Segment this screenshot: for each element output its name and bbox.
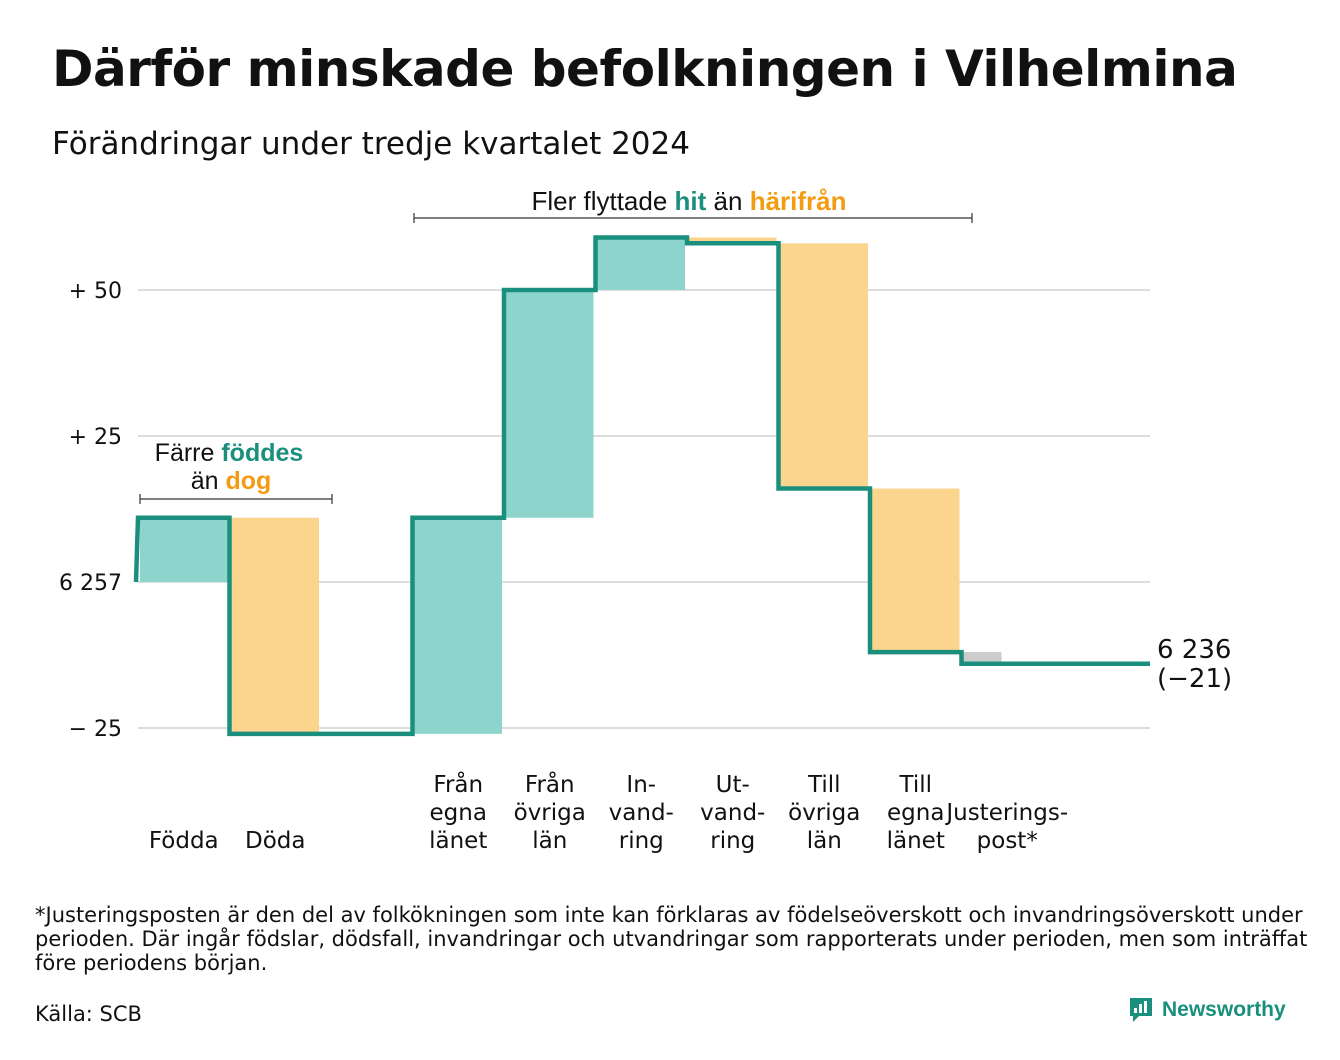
x-tick-label: ring: [710, 828, 755, 854]
x-tick-label: Födda: [149, 828, 219, 854]
x-tick-label: länet: [887, 828, 945, 854]
x-tick-label: Från: [433, 770, 483, 798]
x-tick-label: Ut-: [716, 772, 750, 798]
x-tick-label: vand-: [700, 800, 765, 826]
brand-logo[interactable]: Newsworthy: [1128, 996, 1286, 1024]
migration-annotation: Fler flyttade hit än härifrån: [531, 186, 846, 216]
footnote: *Justeringsposten är den del av folkökni…: [35, 903, 1308, 975]
bar-Ut- vand- ring: [689, 237, 777, 244]
cumulative-step-line: [133, 235, 1150, 737]
x-tick-label: ring: [619, 828, 664, 854]
x-tick-label: Justerings-: [944, 800, 1068, 826]
x-tick-label: In-: [626, 772, 656, 798]
birth-annotation-line1: Färre föddes: [155, 439, 304, 467]
bar-Från övriga län: [506, 290, 594, 518]
x-tick-label: övriga: [788, 800, 860, 826]
x-tick-label: egna: [887, 800, 944, 826]
bar-Till egna länet: [872, 488, 960, 653]
end-value-label: (−21): [1157, 664, 1232, 694]
y-tick-label: + 50: [69, 279, 122, 304]
bar-In- vand- ring: [597, 237, 685, 290]
x-tick-label: vand-: [609, 800, 674, 826]
bar-Justerings- post*: [963, 652, 1002, 664]
step-line: [133, 235, 1150, 737]
chart-title: Därför minskade befolkningen i Vilhelmin…: [52, 40, 1238, 98]
x-tick-label: Till: [807, 772, 841, 798]
bars: [140, 237, 1002, 734]
y-tick-label: 6 257: [59, 571, 122, 596]
bar-Döda: [231, 517, 319, 734]
birth-annotation-line2: än dog: [191, 467, 272, 495]
source-label: Källa: SCB: [35, 1002, 142, 1026]
x-tick-label: Till: [898, 772, 932, 798]
end-label: 6 236(−21): [1157, 635, 1232, 694]
x-tick-label: post*: [977, 828, 1038, 854]
bar-Till övriga län: [780, 243, 868, 489]
newsworthy-icon: [1130, 998, 1152, 1022]
x-tick-label: Döda: [245, 828, 305, 854]
y-tick-label: − 25: [69, 717, 122, 742]
x-axis-labels: Födda DödaFrånegnalänetFrånövrigalänIn-va…: [149, 770, 1068, 854]
y-tick-label: + 25: [69, 425, 122, 450]
end-value-label: 6 236: [1157, 635, 1231, 665]
x-tick-label: länet: [429, 828, 487, 854]
x-tick-label: län: [807, 828, 842, 854]
waterfall-chart: + 50+ 256 257− 25 Födda DödaFrånegnalänet…: [59, 186, 1232, 854]
bar-Födda: [140, 517, 228, 582]
brand-name: Newsworthy: [1162, 998, 1286, 1021]
chart-subtitle: Förändringar under tredje kvartalet 2024: [52, 126, 690, 162]
x-tick-label: övriga: [514, 800, 586, 826]
y-axis-ticks: + 50 + 25 6 257 − 25: [59, 279, 122, 742]
x-tick-label: egna: [430, 800, 487, 826]
x-tick-label: Från: [525, 770, 575, 798]
bar-Från egna länet: [414, 517, 502, 734]
x-tick-label: län: [532, 828, 567, 854]
